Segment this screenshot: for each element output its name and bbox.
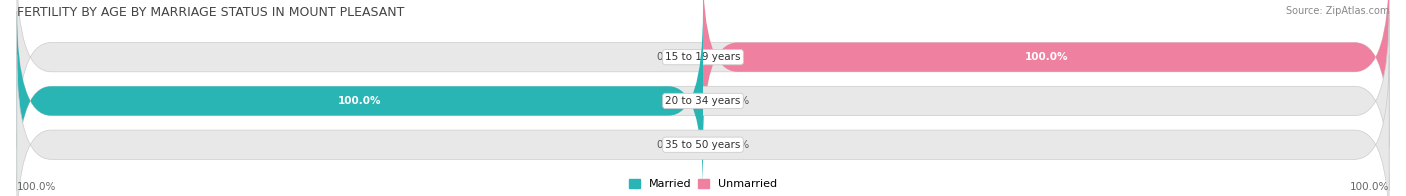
Text: 100.0%: 100.0% <box>17 182 56 192</box>
Legend: Married, Unmarried: Married, Unmarried <box>627 178 779 191</box>
Text: 35 to 50 years: 35 to 50 years <box>665 140 741 150</box>
FancyBboxPatch shape <box>17 0 1389 147</box>
Text: FERTILITY BY AGE BY MARRIAGE STATUS IN MOUNT PLEASANT: FERTILITY BY AGE BY MARRIAGE STATUS IN M… <box>17 6 405 19</box>
FancyBboxPatch shape <box>17 11 703 191</box>
Text: 20 to 34 years: 20 to 34 years <box>665 96 741 106</box>
Text: 100.0%: 100.0% <box>1025 52 1067 62</box>
Text: 0.0%: 0.0% <box>724 96 749 106</box>
Text: 15 to 19 years: 15 to 19 years <box>665 52 741 62</box>
Text: Source: ZipAtlas.com: Source: ZipAtlas.com <box>1285 6 1389 16</box>
Text: 0.0%: 0.0% <box>724 140 749 150</box>
Text: 100.0%: 100.0% <box>1350 182 1389 192</box>
Text: 0.0%: 0.0% <box>657 52 682 62</box>
FancyBboxPatch shape <box>17 55 1389 196</box>
Text: 0.0%: 0.0% <box>657 140 682 150</box>
FancyBboxPatch shape <box>17 11 1389 191</box>
Text: 100.0%: 100.0% <box>339 96 381 106</box>
FancyBboxPatch shape <box>703 0 1389 147</box>
